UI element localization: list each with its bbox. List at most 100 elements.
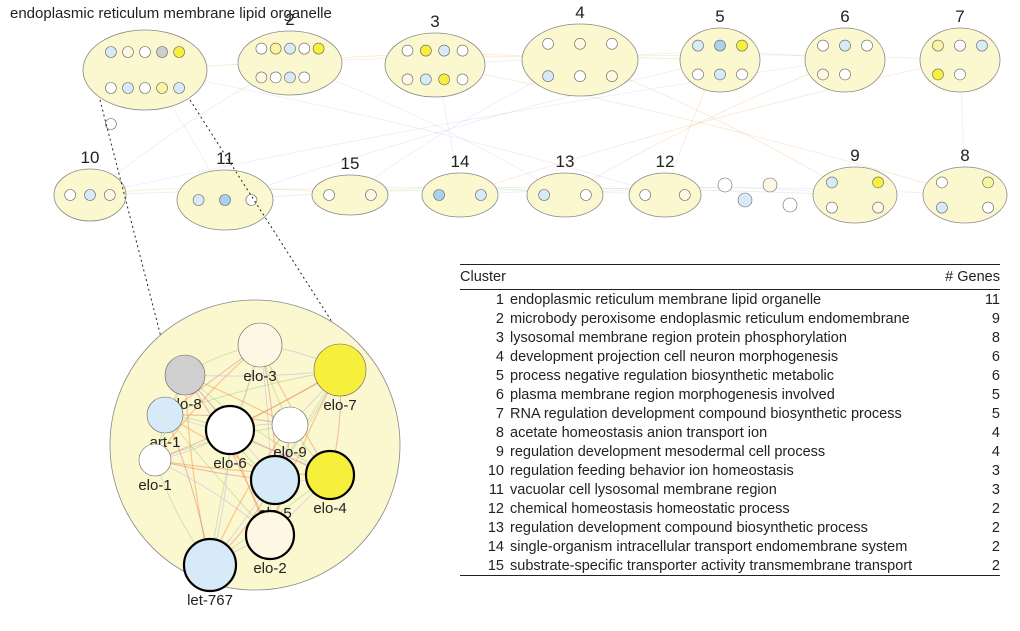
cell-id: 13 xyxy=(460,520,510,536)
cell-n: 11 xyxy=(930,292,1000,308)
gene-node xyxy=(256,43,267,54)
gene-node xyxy=(575,38,586,49)
zoom-gene-node xyxy=(246,511,294,559)
gene-node xyxy=(105,83,116,94)
cell-desc: endoplasmic reticulum membrane lipid org… xyxy=(510,292,930,308)
zoom-gene-node xyxy=(147,397,183,433)
gene-node xyxy=(715,40,726,51)
gene-node xyxy=(104,190,115,201)
zoom-gene-node xyxy=(251,456,299,504)
cell-id: 2 xyxy=(460,311,510,327)
gene-node xyxy=(873,202,884,213)
zoom-gene-node xyxy=(206,406,254,454)
gene-node xyxy=(174,47,185,58)
gene-node xyxy=(365,190,376,201)
zoom-gene-node xyxy=(314,344,366,396)
gene-node xyxy=(420,45,431,56)
cell-id: 1 xyxy=(460,292,510,308)
gene-node xyxy=(140,83,151,94)
table-row: 13regulation development compound biosyn… xyxy=(460,518,1000,537)
gene-node xyxy=(220,195,231,206)
table-row: 10regulation feeding behavior ion homeos… xyxy=(460,461,1000,480)
gene-node xyxy=(679,190,690,201)
gene-node xyxy=(737,40,748,51)
cell-id: 9 xyxy=(460,444,510,460)
gene-node xyxy=(140,47,151,58)
singleton-gene xyxy=(783,198,797,212)
cell-id: 11 xyxy=(460,482,510,498)
cell-n: 3 xyxy=(930,482,1000,498)
cluster-label: 4 xyxy=(575,3,584,22)
cell-n: 2 xyxy=(930,539,1000,555)
cell-n: 6 xyxy=(930,368,1000,384)
table-header-spacer xyxy=(510,269,930,285)
cluster-label: 10 xyxy=(81,148,100,167)
gene-node xyxy=(313,43,324,54)
gene-node xyxy=(193,195,204,206)
gene-node xyxy=(936,177,947,188)
zoom-gene-label: elo-7 xyxy=(323,397,356,414)
gene-node xyxy=(606,71,617,82)
table-row: 15substrate-specific transporter activit… xyxy=(460,556,1000,576)
zoom-gene-label: elo-4 xyxy=(313,500,346,517)
cell-id: 3 xyxy=(460,330,510,346)
cell-desc: development projection cell neuron morph… xyxy=(510,349,930,365)
zoom-gene-label: elo-2 xyxy=(253,560,286,577)
cell-id: 7 xyxy=(460,406,510,422)
gene-node xyxy=(439,45,450,56)
zoom-gene-label: elo-6 xyxy=(213,455,246,472)
cell-n: 9 xyxy=(930,311,1000,327)
cluster-label: 6 xyxy=(840,7,849,26)
gene-node xyxy=(955,40,966,51)
cluster-label: 8 xyxy=(960,146,969,165)
cluster-c6 xyxy=(805,28,885,92)
gene-node xyxy=(270,43,281,54)
gene-node xyxy=(285,72,296,83)
cell-desc: microbody peroxisome endoplasmic reticul… xyxy=(510,311,930,327)
gene-node xyxy=(693,69,704,80)
cell-n: 4 xyxy=(930,425,1000,441)
cluster-c3 xyxy=(385,33,485,97)
gene-node xyxy=(862,40,873,51)
cell-id: 6 xyxy=(460,387,510,403)
table-row: 3lysosomal membrane region protein phosp… xyxy=(460,328,1000,347)
gene-node xyxy=(640,190,651,201)
gene-node xyxy=(85,190,96,201)
cell-n: 2 xyxy=(930,520,1000,536)
cell-desc: single-organism intracellular transport … xyxy=(510,539,930,555)
gene-node xyxy=(285,43,296,54)
cluster-c9 xyxy=(813,167,897,223)
cluster-c5 xyxy=(680,28,760,92)
gene-node xyxy=(174,83,185,94)
cluster-c2 xyxy=(238,31,342,95)
gene-node xyxy=(457,45,468,56)
gene-node xyxy=(105,119,116,130)
gene-node xyxy=(256,72,267,83)
cell-id: 14 xyxy=(460,539,510,555)
table-header-cluster: Cluster xyxy=(460,269,510,285)
table-row: 9regulation development mesodermal cell … xyxy=(460,442,1000,461)
gene-node xyxy=(122,47,133,58)
gene-node xyxy=(420,74,431,85)
zoom-gene-node xyxy=(272,407,308,443)
gene-node xyxy=(580,190,591,201)
table-header-genes: # Genes xyxy=(930,269,1000,285)
cell-n: 4 xyxy=(930,444,1000,460)
cell-n: 8 xyxy=(930,330,1000,346)
zoom-gene-node xyxy=(165,355,205,395)
gene-node xyxy=(840,69,851,80)
table-row: 12chemical homeostasis homeostatic proce… xyxy=(460,499,1000,518)
gene-node xyxy=(65,190,76,201)
gene-node xyxy=(977,40,988,51)
cell-desc: process negative regulation biosynthetic… xyxy=(510,368,930,384)
gene-node xyxy=(936,202,947,213)
table-row: 11vacuolar cell lysosomal membrane regio… xyxy=(460,480,1000,499)
gene-node xyxy=(402,45,413,56)
zoom-gene-node xyxy=(139,444,171,476)
gene-node xyxy=(840,40,851,51)
cluster-c8 xyxy=(923,167,1007,223)
gene-node xyxy=(539,190,550,201)
cluster-1-title: endoplasmic reticulum membrane lipid org… xyxy=(10,5,332,22)
zoom-guide-line xyxy=(100,100,161,336)
cell-desc: regulation development mesodermal cell p… xyxy=(510,444,930,460)
